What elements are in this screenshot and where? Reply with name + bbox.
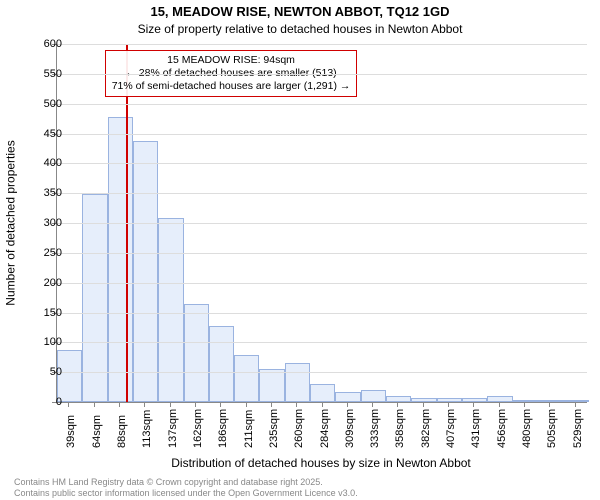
y-tick-label: 250 (22, 247, 62, 259)
y-axis-label: Number of detached properties (4, 44, 18, 402)
gridline-h (57, 193, 587, 194)
x-tick-label: 456sqm (496, 409, 508, 448)
gridline-h (57, 283, 587, 284)
x-tick (220, 402, 221, 407)
gridline-h (57, 253, 587, 254)
y-tick-label: 100 (22, 336, 62, 348)
gridline-h (57, 163, 587, 164)
histogram-bar (108, 117, 133, 402)
histogram-bar (285, 363, 310, 402)
x-tick-label: 211sqm (243, 410, 255, 448)
chart-container: 15, MEADOW RISE, NEWTON ABBOT, TQ12 1GD … (0, 0, 600, 500)
x-tick (271, 402, 272, 407)
gridline-h (57, 223, 587, 224)
histogram-bar (335, 392, 360, 402)
x-tick-label: 505sqm (546, 409, 558, 448)
x-tick (170, 402, 171, 407)
x-tick (575, 402, 576, 407)
x-tick (372, 402, 373, 407)
x-tick (144, 402, 145, 407)
histogram-bar (310, 384, 335, 402)
gridline-h (57, 342, 587, 343)
chart-title-line1: 15, MEADOW RISE, NEWTON ABBOT, TQ12 1GD (0, 4, 600, 19)
histogram-bar (209, 326, 234, 402)
y-tick-label: 200 (22, 277, 62, 289)
x-tick (347, 402, 348, 407)
histogram-bar (133, 141, 158, 402)
y-tick-label: 450 (22, 128, 62, 140)
gridline-h (57, 74, 587, 75)
footer-line2: Contains public sector information licen… (14, 488, 358, 498)
y-tick-label: 150 (22, 307, 62, 319)
callout-line3: 71% of semi-detached houses are larger (… (112, 80, 351, 93)
x-tick-label: 113sqm (141, 410, 153, 448)
x-tick (246, 402, 247, 407)
y-tick-label: 500 (22, 98, 62, 110)
x-tick-label: 137sqm (167, 409, 179, 448)
y-tick-label: 400 (22, 157, 62, 169)
x-tick-label: 88sqm (116, 415, 128, 448)
chart-title-line2: Size of property relative to detached ho… (0, 22, 600, 36)
footer-attribution: Contains HM Land Registry data © Crown c… (14, 477, 358, 498)
x-tick-label: 64sqm (91, 415, 103, 448)
x-tick-label: 382sqm (420, 409, 432, 448)
x-tick-label: 431sqm (470, 409, 482, 448)
x-tick (473, 402, 474, 407)
x-tick-label: 480sqm (521, 409, 533, 448)
histogram-bar (184, 304, 209, 402)
x-tick (524, 402, 525, 407)
y-tick-label: 600 (22, 38, 62, 50)
x-tick (423, 402, 424, 407)
histogram-bar (158, 218, 183, 402)
y-tick-label: 350 (22, 187, 62, 199)
y-tick-label: 550 (22, 68, 62, 80)
histogram-bar (361, 390, 386, 402)
gridline-h (57, 313, 587, 314)
x-tick-label: 309sqm (344, 409, 356, 448)
x-tick-label: 529sqm (572, 409, 584, 448)
x-tick-label: 186sqm (217, 409, 229, 448)
histogram-bar (82, 194, 107, 402)
x-tick (94, 402, 95, 407)
x-tick-label: 407sqm (445, 409, 457, 448)
callout-line1: 15 MEADOW RISE: 94sqm (112, 54, 351, 67)
x-tick (296, 402, 297, 407)
y-tick-label: 300 (22, 217, 62, 229)
x-tick (448, 402, 449, 407)
x-ticks-layer: 39sqm 64sqm 88sqm 113sqm 137sqm 162sqm 186sqm 2… (56, 402, 586, 462)
x-tick-label: 284sqm (319, 409, 331, 448)
x-tick (397, 402, 398, 407)
y-tick-label: 50 (22, 366, 62, 378)
x-tick-label: 358sqm (394, 409, 406, 448)
x-tick-label: 162sqm (192, 409, 204, 448)
x-tick (195, 402, 196, 407)
x-tick (549, 402, 550, 407)
footer-line1: Contains HM Land Registry data © Crown c… (14, 477, 358, 487)
gridline-h (57, 134, 587, 135)
plot-area: 15 MEADOW RISE: 94sqm ← 28% of detached … (56, 44, 587, 403)
x-axis-label: Distribution of detached houses by size … (56, 456, 586, 470)
x-tick (68, 402, 69, 407)
x-tick-label: 333sqm (369, 409, 381, 448)
gridline-h (57, 372, 587, 373)
x-tick-label: 39sqm (65, 415, 77, 448)
x-tick (322, 402, 323, 407)
gridline-h (57, 104, 587, 105)
x-tick (499, 402, 500, 407)
histogram-bar (259, 369, 284, 402)
x-tick-label: 235sqm (268, 409, 280, 448)
gridline-h (57, 44, 587, 45)
x-tick-label: 260sqm (293, 409, 305, 448)
x-tick (119, 402, 120, 407)
histogram-bar (234, 355, 259, 402)
